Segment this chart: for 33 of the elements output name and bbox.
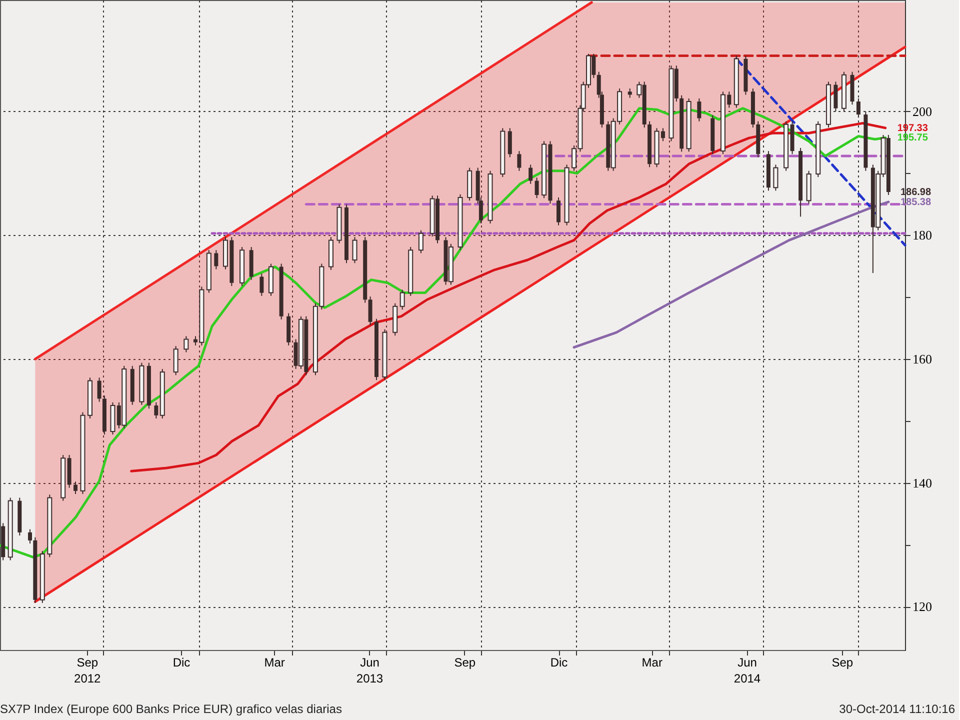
candlestick bbox=[534, 177, 539, 199]
y-tick-label: 120 bbox=[912, 599, 932, 614]
x-tick-label: Dic bbox=[172, 656, 190, 670]
candlestick bbox=[556, 196, 561, 226]
candlestick bbox=[628, 88, 632, 98]
x-tick-label: Mar bbox=[264, 656, 285, 670]
x-tick-label: Jun 2013 bbox=[356, 656, 384, 686]
x-tick-label: Sep bbox=[454, 656, 476, 670]
candlestick bbox=[773, 164, 778, 192]
text: 30-Oct-2014 11:10:16 bbox=[839, 702, 956, 716]
candlestick bbox=[400, 289, 405, 310]
candlestick bbox=[508, 128, 512, 158]
candlestick bbox=[154, 402, 158, 419]
candlestick bbox=[697, 98, 702, 122]
candlestick bbox=[528, 164, 533, 184]
line-series bbox=[572, 200, 890, 349]
line-series bbox=[130, 122, 887, 472]
candlestick bbox=[28, 528, 32, 544]
x-tick-label: Dic bbox=[550, 656, 568, 670]
candlestick bbox=[214, 250, 218, 270]
candlestick bbox=[260, 273, 264, 296]
x-tick-label: Sep 2012 bbox=[74, 656, 102, 686]
y-tick-label: 140 bbox=[912, 475, 932, 490]
x-tick-label: Jun 2014 bbox=[734, 656, 761, 686]
text: SX7P Index (Europe 600 Banks Price EUR) grafico velas diarias bbox=[0, 702, 342, 716]
candlestick bbox=[184, 336, 189, 353]
x-tick-label: Sep bbox=[832, 656, 854, 670]
candlestick bbox=[517, 150, 522, 172]
y-tick-label: 200 bbox=[912, 104, 932, 119]
y-tick-label: 160 bbox=[912, 352, 932, 367]
y-tick-label: 180 bbox=[912, 228, 932, 243]
candlestick bbox=[368, 296, 372, 326]
x-tick-label: Mar bbox=[642, 656, 662, 670]
